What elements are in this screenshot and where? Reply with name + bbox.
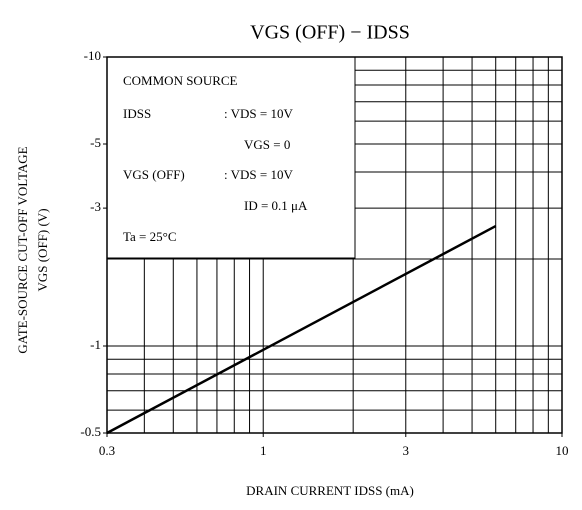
chart-title: VGS (OFF) − IDSS [250, 22, 410, 44]
y-tick-label: -0.5 [80, 424, 101, 439]
annotation: : VDS = 10V [224, 167, 293, 182]
annotation: IDSS [123, 106, 151, 121]
line [106, 224, 497, 435]
annotation-box [106, 56, 356, 259]
x-tick-label: 0.3 [99, 443, 115, 458]
plot-frame [106, 56, 563, 434]
annotation: VGS = 0 [244, 137, 290, 152]
y-tick-label: -3 [90, 199, 101, 214]
annotation: Ta = 25°C [123, 229, 177, 244]
annotation: VGS (OFF) [123, 167, 185, 182]
y-tick-label: -1 [90, 337, 101, 352]
annotation: COMMON SOURCE [123, 73, 238, 88]
y-tick-label: -10 [84, 48, 101, 63]
y-axis-label: GATE-SOURCE CUT-OFF VOLTAGE [15, 146, 30, 353]
annotation: : VDS = 10V [224, 106, 293, 121]
y-tick-label: -5 [90, 135, 101, 150]
x-tick-label: 3 [403, 443, 410, 458]
x-tick-label: 1 [260, 443, 267, 458]
annotation: ID = 0.1 μA [244, 198, 308, 213]
x-tick-label: 10 [556, 443, 569, 458]
x-axis-label: DRAIN CURRENT IDSS (mA) [246, 483, 414, 498]
y-axis-label: VGS (OFF) (V) [35, 208, 50, 291]
